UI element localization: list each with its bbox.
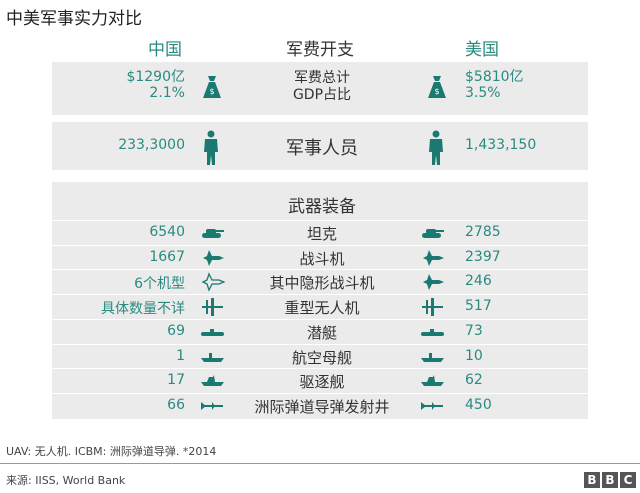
equipment-row: 1 航空母舰 10 [52,343,588,369]
equipment-label: 其中隐形战斗机 [269,274,375,293]
china-value: 69 [167,322,185,339]
usa-personnel: 1,433,150 [465,137,537,153]
equipment-label: 重型无人机 [284,299,360,318]
equipment-label: 坦克 [306,225,337,243]
carrier-icon [419,347,445,367]
personnel-label: 军事人员 [286,138,358,159]
svg-text:$: $ [209,87,214,96]
logo-letter: C [620,472,636,488]
china-spending: $1290亿 2.1% [126,69,185,101]
usa-gdp: 3.5% [465,85,501,101]
usa-value: 2397 [465,248,501,265]
usa-value: 2785 [465,224,501,240]
gdp-share-label: GDP占比 [292,87,352,103]
personnel-panel: 233,3000 军事人员 1,433,150 [52,122,588,170]
header-spending: 军费开支 [286,40,354,60]
equipment-row: 17 驱逐舰 62 [52,368,588,393]
money-bag-icon: $ [428,76,446,98]
china-gdp: 2.1% [149,85,185,101]
missile-icon [419,396,445,416]
usa-value: 10 [465,347,483,364]
usa-total: $5810亿 [465,69,524,85]
china-value: 6个机型 [134,276,185,293]
usa-value: 246 [465,273,492,290]
usa-value: 73 [465,322,483,339]
equipment-row: 6540 坦克 2785 [52,220,588,245]
china-value: 66 [167,396,185,413]
equipment-row: 6个机型 其中隐形战斗机 246 [52,269,588,294]
usa-value: 450 [465,396,492,413]
footnote: UAV: 无人机. ICBM: 洲际弹道导弹. *2014 [6,445,217,458]
logo-letter: B [584,472,600,488]
equipment-row: 具体数量不详 重型无人机 517 [52,294,588,319]
equipment-label: 航空母舰 [291,348,352,367]
tank-icon [419,223,445,243]
soldier-icon [429,130,443,165]
spending-panel: $1290亿 2.1% $ 军费总计 GDP占比 $ $5810亿 3.5% [52,62,588,115]
header-usa: 美国 [465,40,499,60]
china-value: 17 [167,372,185,389]
equipment-label: 潜艇 [306,323,337,342]
equipment-row: 66 洲际弹道导弹发射井 450 [52,392,588,418]
china-personnel: 233,3000 [118,137,185,153]
equipment-row: 69 潜艇 73 [52,318,588,344]
soldier-icon [204,130,218,165]
jet-icon [419,248,445,268]
equipment-label: 战斗机 [299,249,345,268]
source: 来源: IISS, World Bank [6,474,126,487]
equipment-label: 驱逐舰 [299,373,345,392]
china-value: 1 [176,347,185,364]
svg-text:$: $ [434,87,439,96]
equipment-label: 洲际弹道导弹发射井 [254,397,390,416]
usa-value: 517 [465,298,492,315]
spending-label: 军费总计 GDP占比 [222,70,422,104]
header-china: 中国 [148,40,182,60]
equipment-heading: 武器装备 [288,197,356,217]
china-value: 6540 [149,224,185,240]
divider [0,463,640,464]
china-value: 具体数量不详 [101,301,185,318]
submarine-icon [419,322,445,342]
destroyer-icon [419,371,445,391]
china-value: 1667 [149,248,185,265]
money-bag-icon: $ [203,76,221,98]
usa-value: 62 [465,372,483,389]
spending-total-label: 军费总计 [294,70,350,86]
equipment-row: 1667 战斗机 2397 [52,244,588,270]
jet-icon [419,272,445,292]
drone-icon [419,297,445,317]
usa-spending: $5810亿 3.5% [465,69,524,101]
page-title: 中美军事实力对比 [6,9,142,29]
china-total: $1290亿 [126,69,185,85]
logo-letter: B [602,472,618,488]
equipment-panel: 武器装备 6540 坦克 2785 1667 战斗机 2397 6个机型 其中隐形战斗机 246… [52,182,588,419]
